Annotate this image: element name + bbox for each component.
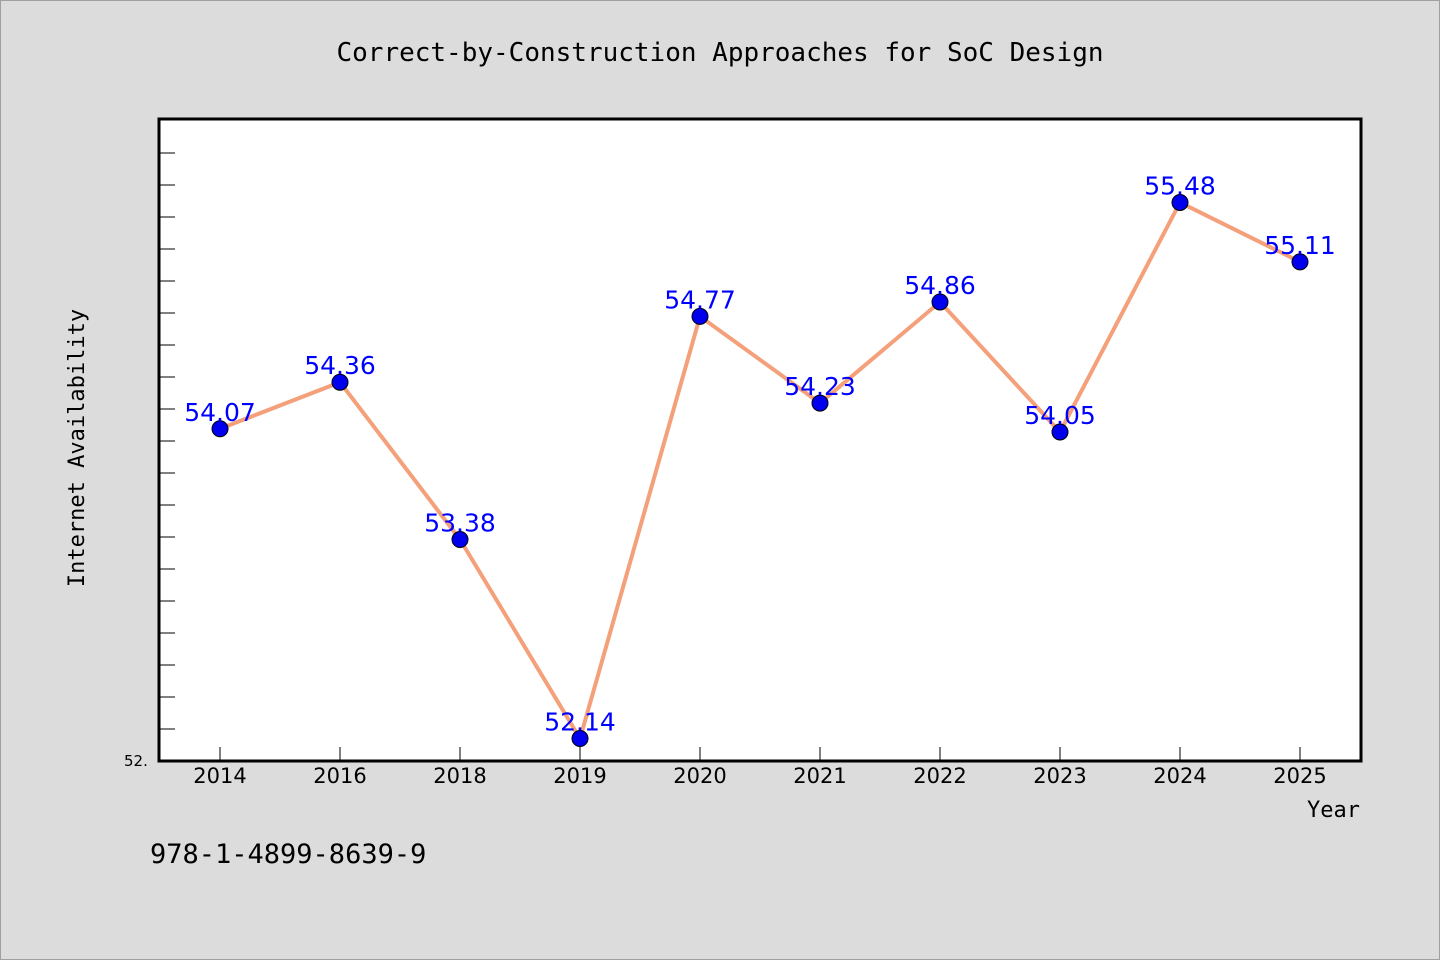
x-tick-label: 2014 <box>193 764 246 788</box>
plot-area <box>157 117 1363 763</box>
data-point <box>691 307 709 325</box>
data-label: 54.77 <box>664 285 736 314</box>
data-label: 52.14 <box>544 708 616 737</box>
data-markers <box>211 193 1309 748</box>
data-point <box>571 730 589 748</box>
x-tick-label: 2022 <box>913 764 966 788</box>
data-point <box>811 394 829 412</box>
data-point <box>451 531 469 549</box>
series-line <box>219 200 1301 741</box>
data-point <box>211 420 229 438</box>
data-label: 54.07 <box>184 398 256 427</box>
y-tick-label: 52. <box>124 752 148 770</box>
x-tick-label: 2021 <box>793 764 846 788</box>
y-axis-label: Internet Availability <box>65 309 90 587</box>
data-point <box>331 373 349 391</box>
data-label: 55.48 <box>1144 171 1216 200</box>
data-label: 54.23 <box>784 372 856 401</box>
data-label: 54.36 <box>304 351 376 380</box>
data-point <box>1171 193 1189 211</box>
x-tick-label: 2019 <box>553 764 606 788</box>
x-tick-label: 2023 <box>1033 764 1086 788</box>
x-tick-label: 2020 <box>673 764 726 788</box>
y-axis-ticks <box>159 152 175 730</box>
x-axis-label: Year <box>1307 798 1360 823</box>
data-point <box>931 293 949 311</box>
x-axis-tick-labels: 2014 2016 2018 2019 2020 2021 2022 2023 2024 2025 <box>193 764 1326 788</box>
x-axis-ticks <box>219 747 1301 761</box>
x-tick-label: 2018 <box>433 764 486 788</box>
data-label: 54.86 <box>904 271 976 300</box>
data-labels: 54.07 54.36 53.38 52.14 54.77 54.23 54.86 54.05… <box>184 171 1336 736</box>
data-point <box>1051 423 1069 441</box>
isbn-text: 978-1-4899-8639-9 <box>150 839 426 870</box>
data-label: 55.11 <box>1264 231 1336 260</box>
data-label: 54.05 <box>1024 401 1096 430</box>
chart-title: Correct-by-Construction Approaches for S… <box>336 38 1103 68</box>
x-tick-label: 2016 <box>313 764 366 788</box>
data-label: 53.38 <box>424 509 496 538</box>
x-tick-label: 2025 <box>1273 764 1326 788</box>
data-point <box>1291 253 1309 271</box>
x-tick-label: 2024 <box>1153 764 1206 788</box>
